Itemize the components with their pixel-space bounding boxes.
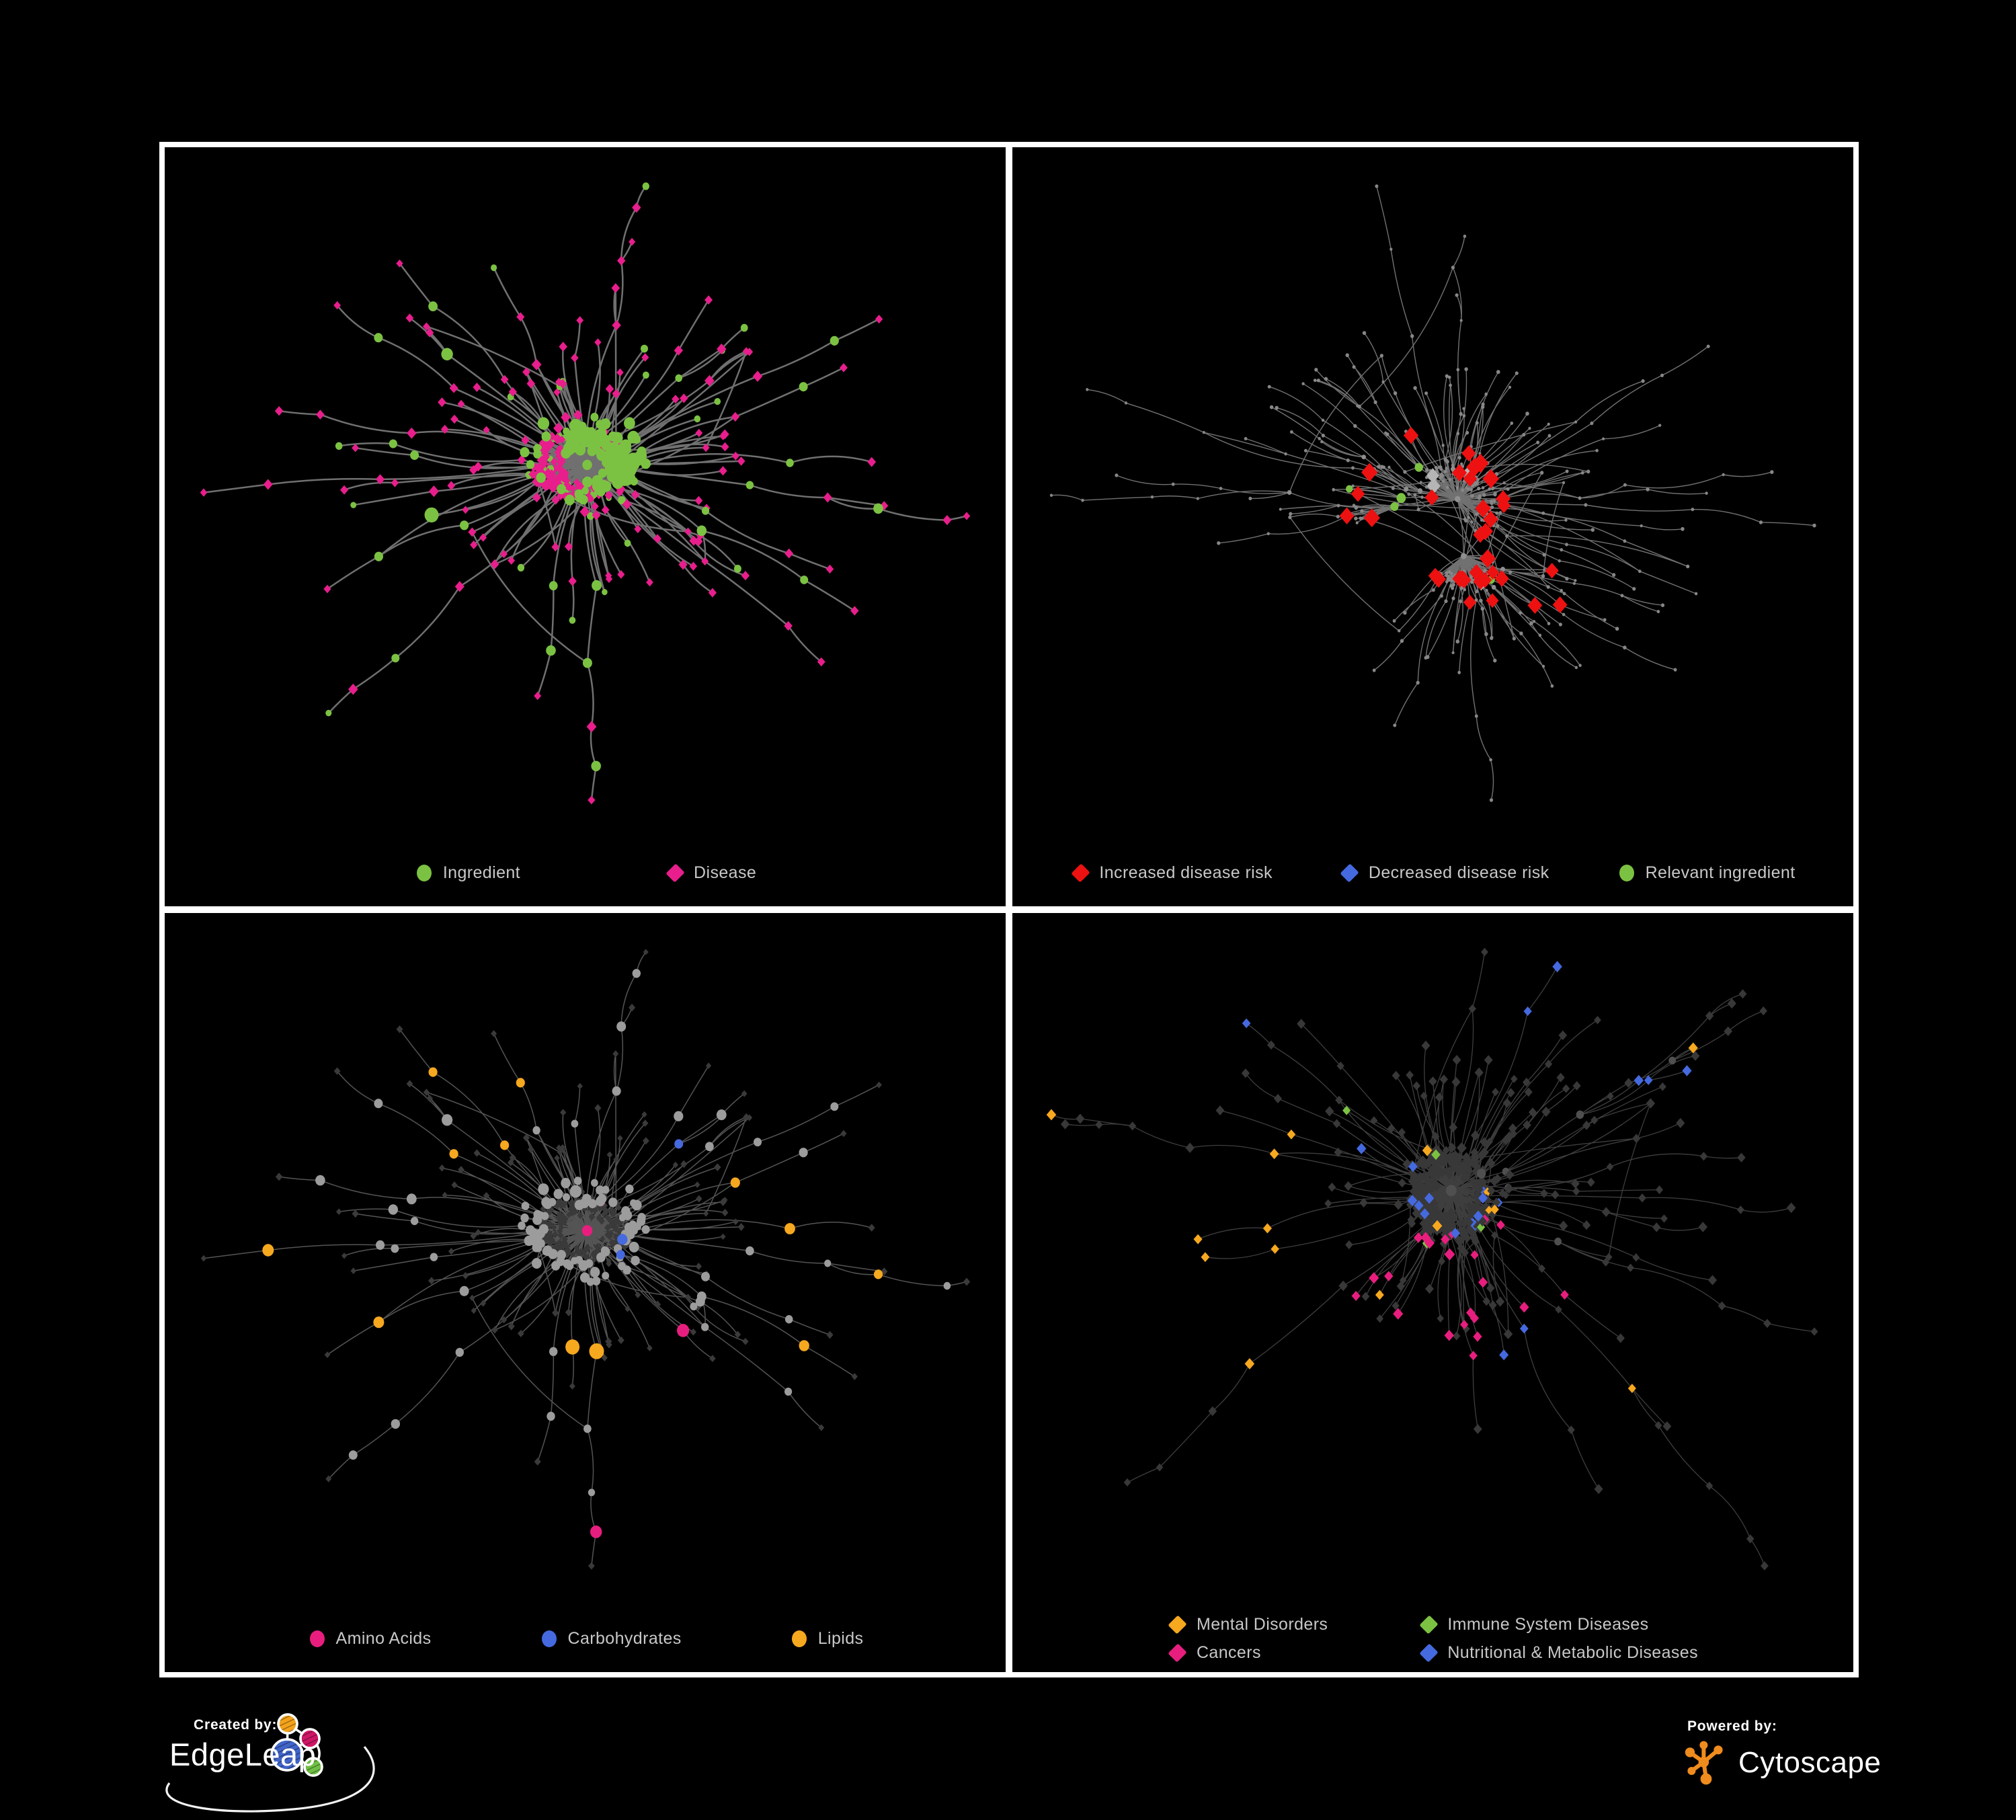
legend-disease-categories: Mental Disorders Immune System Diseases Ca… xyxy=(1012,1605,1853,1672)
legend-label: Nutritional & Metabolic Diseases xyxy=(1447,1643,1699,1662)
diamond-marker-icon xyxy=(1070,863,1090,883)
legend-item-relevant-ingredient: Relevant ingredient xyxy=(1617,863,1796,883)
legend-item-carbohydrates: Carbohydrates xyxy=(539,1628,682,1649)
legend-item-lipids: Lipids xyxy=(789,1628,864,1649)
circle-marker-icon xyxy=(307,1628,327,1649)
cytoscape-icon xyxy=(1685,1741,1723,1785)
panel-ingredient-disease: Ingredient Disease xyxy=(161,144,1009,910)
legend-label: Relevant ingredient xyxy=(1645,863,1796,882)
legend-item-mental-disorders: Mental Disorders xyxy=(1168,1614,1328,1634)
circle-marker-icon xyxy=(789,1628,809,1649)
legend-item-immune-system-diseases: Immune System Diseases xyxy=(1418,1614,1698,1634)
powered-by-label: Powered by: xyxy=(1687,1718,1777,1734)
legend-item-cancers: Cancers xyxy=(1168,1643,1328,1663)
legend-label: Decreased disease risk xyxy=(1368,863,1549,882)
disease-category-graph xyxy=(1046,947,1818,1571)
edgeleap-logo-nodes xyxy=(270,1713,323,1777)
created-by-label: Created by: xyxy=(194,1717,278,1733)
legend-item-amino-acids: Amino Acids xyxy=(307,1628,432,1649)
diamond-marker-icon xyxy=(1168,1614,1188,1634)
legend-nutrient-categories: Amino Acids Carbohydrates Lipids xyxy=(165,1605,1006,1672)
legend-item-decreased-disease-risk: Decreased disease risk xyxy=(1340,863,1549,883)
circle-marker-icon xyxy=(414,863,434,883)
diamond-marker-icon xyxy=(1418,1643,1439,1663)
legend-item-ingredient: Ingredient xyxy=(414,863,520,883)
edgeleap-logo xyxy=(165,1713,375,1813)
diamond-marker-icon xyxy=(1168,1643,1188,1663)
panel-nutrient-categories: Amino Acids Carbohydrates Lipids xyxy=(161,910,1009,1675)
legend-label: Ingredient xyxy=(442,863,521,882)
legend-label: Lipids xyxy=(817,1628,864,1648)
cytoscape-wordmark: Cytoscape xyxy=(1738,1746,1882,1779)
diamond-marker-icon xyxy=(1340,863,1360,883)
edgeleap-credit: Created by: EdgeLeap xyxy=(161,1713,551,1820)
edgeleap-swoosh xyxy=(165,1745,375,1813)
legend-label: Mental Disorders xyxy=(1196,1614,1328,1634)
legend-item-increased-disease-risk: Increased disease risk xyxy=(1070,863,1273,883)
diamond-marker-icon xyxy=(665,863,685,883)
circle-marker-icon xyxy=(1617,863,1637,883)
legend-label: Disease xyxy=(694,863,757,882)
circle-marker-icon xyxy=(539,1628,559,1649)
legend-item-nutritional-metabolic-diseases: Nutritional & Metabolic Diseases xyxy=(1418,1643,1698,1663)
panel-disease-risk: Increased disease risk Decreased disease … xyxy=(1009,144,1857,910)
disease-risk-graph xyxy=(1049,184,1816,802)
cytoscape-credit: Powered by: Cytosc xyxy=(1681,1713,1997,1820)
legend-disease-risk: Increased disease risk Decreased disease … xyxy=(1012,839,1853,906)
legend-label: Increased disease risk xyxy=(1099,863,1273,882)
legend-label: Immune System Diseases xyxy=(1447,1614,1649,1634)
edgeleap-wordmark: EdgeLeap xyxy=(169,1737,317,1772)
legend-label: Carbohydrates xyxy=(567,1628,682,1648)
diamond-marker-icon xyxy=(1418,1614,1439,1634)
panel-grid: Ingredient Disease Increased disease risk… xyxy=(159,142,1859,1677)
panel-disease-categories: Mental Disorders Immune System Diseases Ca… xyxy=(1009,910,1857,1675)
legend-ingredient-disease: Ingredient Disease xyxy=(165,839,1006,906)
ingredient-disease-graph xyxy=(200,182,971,805)
legend-label: Cancers xyxy=(1196,1643,1261,1662)
legend-item-disease: Disease xyxy=(665,863,756,883)
nutrient-category-graph xyxy=(200,949,971,1570)
legend-label: Amino Acids xyxy=(335,1628,432,1648)
